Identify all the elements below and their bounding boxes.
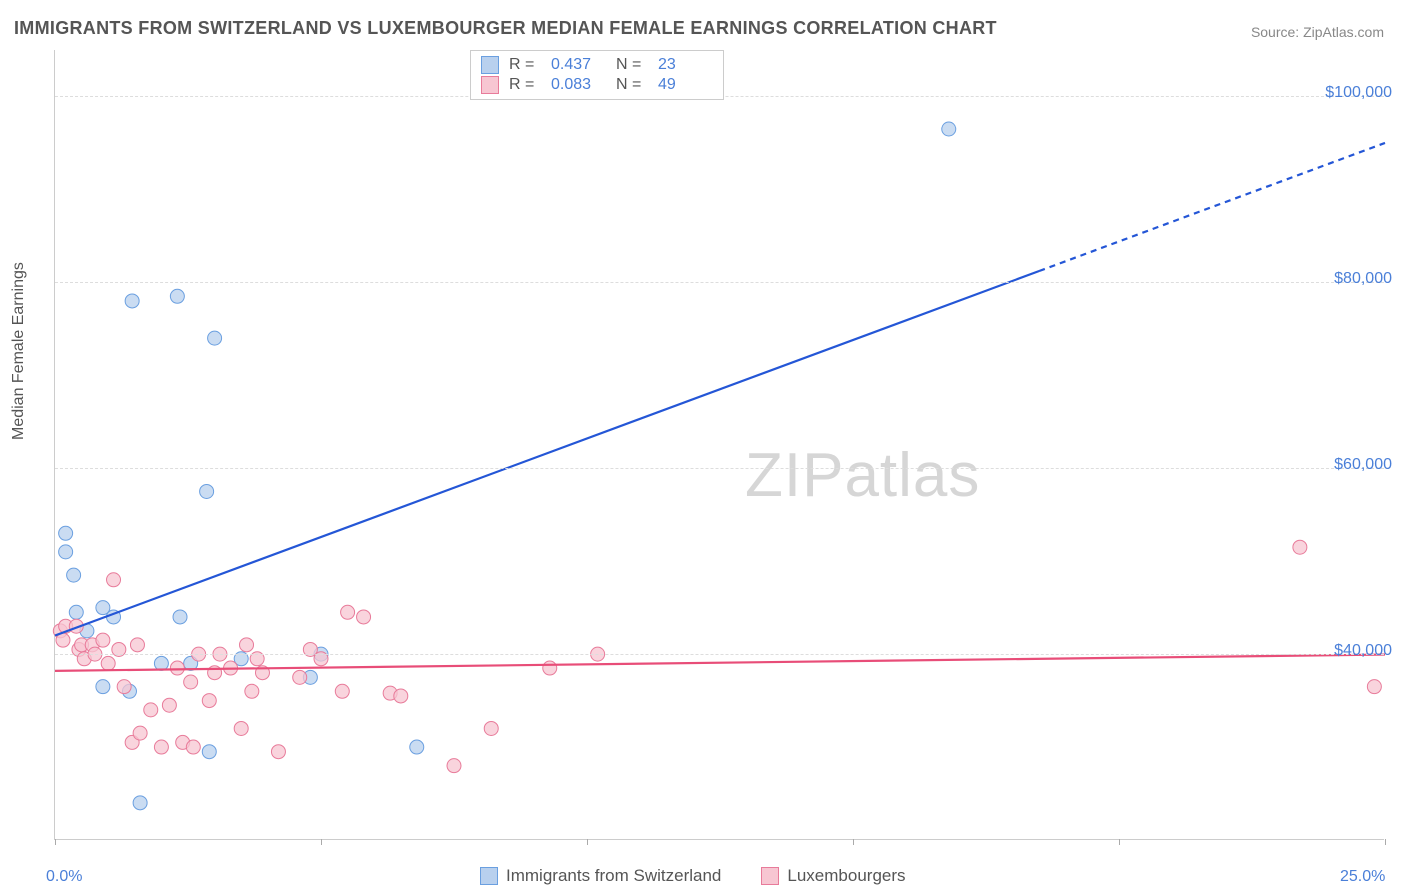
n-label: N =	[616, 76, 648, 94]
legend-label-swiss: Immigrants from Switzerland	[506, 866, 721, 886]
n-label: N =	[616, 56, 648, 74]
legend-label-lux: Luxembourgers	[787, 866, 905, 886]
y-tick-label: $100,000	[1325, 84, 1392, 102]
n-value-lux: 49	[658, 76, 713, 94]
legend-row-lux: R = 0.083 N = 49	[481, 75, 713, 95]
y-tick-label: $60,000	[1334, 456, 1392, 474]
legend-row-swiss: R = 0.437 N = 23	[481, 55, 713, 75]
series-legend: Immigrants from Switzerland Luxembourger…	[480, 866, 906, 886]
r-value-lux: 0.083	[551, 76, 606, 94]
legend-swatch-lux	[481, 76, 499, 94]
y-tick-label: $80,000	[1334, 270, 1392, 288]
source-attribution: Source: ZipAtlas.com	[1251, 24, 1384, 40]
r-label: R =	[509, 56, 541, 74]
x-tick-label: 0.0%	[46, 868, 82, 886]
x-tick-label: 25.0%	[1340, 868, 1385, 886]
n-value-swiss: 23	[658, 56, 713, 74]
legend-item-lux: Luxembourgers	[761, 866, 905, 886]
r-value-swiss: 0.437	[551, 56, 606, 74]
y-axis-label: Median Female Earnings	[10, 262, 28, 440]
legend-item-swiss: Immigrants from Switzerland	[480, 866, 721, 886]
correlation-legend: R = 0.437 N = 23 R = 0.083 N = 49	[470, 50, 724, 100]
r-label: R =	[509, 76, 541, 94]
plot-area: ZIPatlas	[54, 50, 1384, 840]
chart-svg	[55, 50, 1384, 839]
legend-swatch-swiss	[480, 867, 498, 885]
chart-title: IMMIGRANTS FROM SWITZERLAND VS LUXEMBOUR…	[14, 18, 997, 39]
legend-swatch-swiss	[481, 56, 499, 74]
y-tick-label: $40,000	[1334, 642, 1392, 660]
legend-swatch-lux	[761, 867, 779, 885]
